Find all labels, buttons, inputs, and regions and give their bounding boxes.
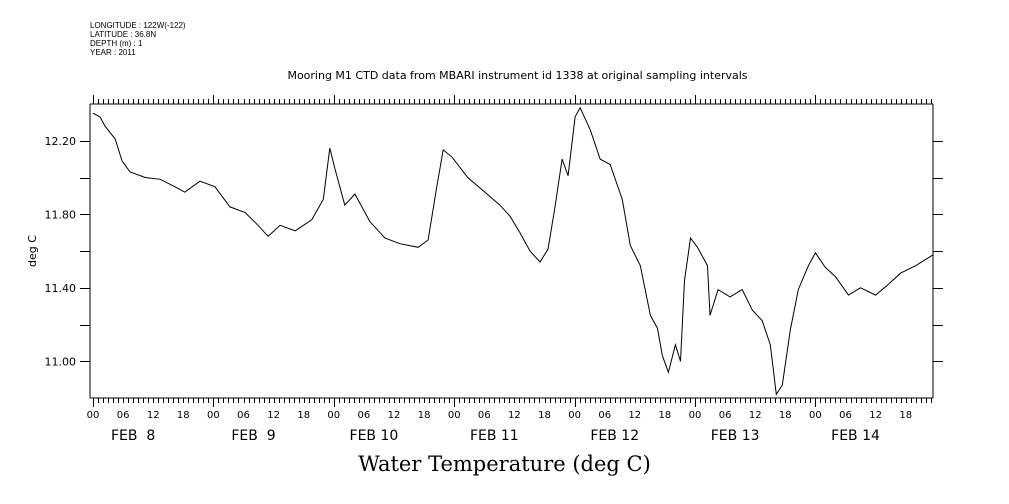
x-tick-label: 06 bbox=[358, 410, 371, 421]
chart-title: Water Temperature (deg C) bbox=[358, 452, 651, 476]
metadata-latitude: LATITUDE : 36.8N bbox=[90, 30, 157, 39]
y-axis-label: deg C bbox=[26, 235, 39, 267]
y-tick-label: 12.20 bbox=[45, 135, 77, 148]
x-tick-label: 06 bbox=[719, 410, 732, 421]
ticks-group bbox=[80, 95, 943, 407]
x-tick-label: 00 bbox=[327, 410, 340, 421]
chart-subtitle: Mooring M1 CTD data from MBARI instrumen… bbox=[287, 69, 748, 82]
x-tick-label: 00 bbox=[568, 410, 581, 421]
x-tick-label: 18 bbox=[177, 410, 190, 421]
tick-labels-group: 00 06 12 18 00 06 12 18 00 06 12 18 00 06 12 18 00 06 12 18… bbox=[45, 135, 913, 444]
x-tick-label: 00 bbox=[207, 410, 220, 421]
x-tick-label: 18 bbox=[418, 410, 431, 421]
y-tick-label: 11.40 bbox=[45, 282, 77, 295]
x-tick-label: 06 bbox=[839, 410, 852, 421]
x-tick-label: 12 bbox=[388, 410, 401, 421]
x-tick-label: 18 bbox=[659, 410, 672, 421]
x-day-label: FEB 14 bbox=[831, 428, 880, 444]
metadata-longitude: LONGITUDE : 122W(-122) bbox=[90, 21, 186, 30]
series-line-water-temperature bbox=[92, 106, 934, 396]
x-tick-label: 00 bbox=[689, 410, 702, 421]
x-tick-label: 00 bbox=[87, 410, 100, 421]
x-tick-label: 18 bbox=[297, 410, 310, 421]
x-day-label: FEB 12 bbox=[590, 428, 639, 444]
metadata-year: YEAR : 2011 bbox=[90, 48, 136, 57]
x-tick-label: 06 bbox=[598, 410, 611, 421]
y-tick-label: 11.80 bbox=[45, 208, 77, 221]
x-tick-label: 12 bbox=[508, 410, 521, 421]
x-tick-label: 00 bbox=[448, 410, 461, 421]
x-day-label: FEB 8 bbox=[111, 428, 155, 444]
x-day-label: FEB 9 bbox=[231, 428, 275, 444]
x-tick-label: 12 bbox=[869, 410, 882, 421]
x-tick-label: 00 bbox=[809, 410, 822, 421]
x-tick-label: 06 bbox=[237, 410, 250, 421]
metadata-depth: DEPTH (m) : 1 bbox=[90, 39, 143, 48]
x-day-label: FEB 13 bbox=[711, 428, 760, 444]
metadata-block: LONGITUDE : 122W(-122) LATITUDE : 36.8N … bbox=[90, 21, 186, 57]
axes-group bbox=[89, 103, 934, 399]
x-tick-label: 06 bbox=[478, 410, 491, 421]
x-tick-label: 12 bbox=[749, 410, 762, 421]
x-tick-label: 18 bbox=[779, 410, 792, 421]
x-tick-label: 12 bbox=[147, 410, 160, 421]
x-tick-label: 06 bbox=[117, 410, 130, 421]
x-tick-label: 18 bbox=[538, 410, 551, 421]
x-tick-label: 12 bbox=[628, 410, 641, 421]
x-tick-label: 12 bbox=[267, 410, 280, 421]
x-day-label: FEB 11 bbox=[470, 428, 519, 444]
y-tick-label: 11.00 bbox=[45, 355, 77, 368]
x-tick-label: 18 bbox=[899, 410, 912, 421]
x-day-label: FEB 10 bbox=[350, 428, 399, 444]
